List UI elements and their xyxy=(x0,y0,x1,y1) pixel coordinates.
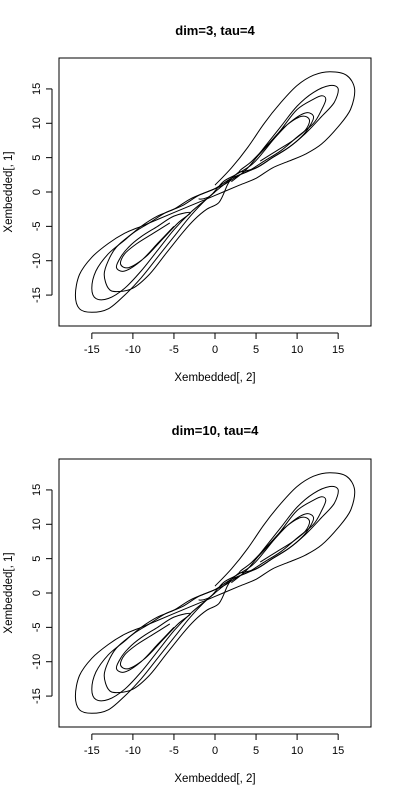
x-tick-label: -15 xyxy=(84,745,100,757)
x-tick-label: 5 xyxy=(253,344,259,356)
y-tick-label: 10 xyxy=(31,518,43,530)
x-tick-label: 0 xyxy=(212,745,218,757)
y-tick-label: 5 xyxy=(31,155,43,161)
x-tick-label: -5 xyxy=(169,344,179,356)
y-tick-label: 0 xyxy=(31,590,43,596)
y-axis-label: Xembedded[, 1] xyxy=(3,151,15,232)
series-line-3 xyxy=(74,71,356,313)
y-tick-label: 5 xyxy=(31,556,43,562)
x-tick-label: -15 xyxy=(84,344,100,356)
x-tick-label: 15 xyxy=(332,745,344,757)
y-tick-label: 10 xyxy=(31,117,43,129)
series-group xyxy=(74,71,356,313)
x-tick-label: 5 xyxy=(253,745,259,757)
x-tick-label: 0 xyxy=(212,344,218,356)
y-tick-label: 15 xyxy=(31,83,43,95)
x-tick-label: 10 xyxy=(291,745,303,757)
chart-title: dim=10, tau=4 xyxy=(172,423,259,438)
y-tick-label: 15 xyxy=(31,484,43,496)
y-tick-label: -10 xyxy=(31,253,43,269)
series-line-5 xyxy=(115,612,191,673)
series-line-5 xyxy=(115,211,191,272)
x-axis-label: Xembedded[, 2] xyxy=(174,773,255,785)
plot-frame xyxy=(58,458,372,728)
series-line-4 xyxy=(239,112,315,173)
series-line-4 xyxy=(239,513,315,574)
x-axis-label: Xembedded[, 2] xyxy=(174,372,255,384)
y-tick-label: -10 xyxy=(31,654,43,670)
y-tick-label: -5 xyxy=(31,221,43,231)
x-tick-label: 10 xyxy=(291,344,303,356)
series-line-1 xyxy=(103,496,327,694)
y-tick-label: -15 xyxy=(31,688,43,704)
chart-panel-dim3: dim=3, tau=4 Xembedded[, 2] Xembedded[, … xyxy=(3,23,372,384)
plot-frame xyxy=(58,57,372,327)
y-tick-label: 0 xyxy=(31,189,43,195)
y-tick-label: -5 xyxy=(31,622,43,632)
series-line-2 xyxy=(91,84,339,301)
series-line-2 xyxy=(91,485,339,702)
series-group xyxy=(74,472,356,714)
series-line-1 xyxy=(103,95,327,293)
x-tick-label: -10 xyxy=(125,344,141,356)
y-axis-label: Xembedded[, 1] xyxy=(3,552,15,633)
chart-panel-dim10: dim=10, tau=4 Xembedded[, 2] Xembedded[,… xyxy=(3,423,372,785)
x-tick-label: -5 xyxy=(169,745,179,757)
series-line-3 xyxy=(74,472,356,714)
chart-title: dim=3, tau=4 xyxy=(175,23,255,38)
x-tick-label: -10 xyxy=(125,745,141,757)
y-tick-label: -15 xyxy=(31,287,43,303)
x-tick-label: 15 xyxy=(332,344,344,356)
